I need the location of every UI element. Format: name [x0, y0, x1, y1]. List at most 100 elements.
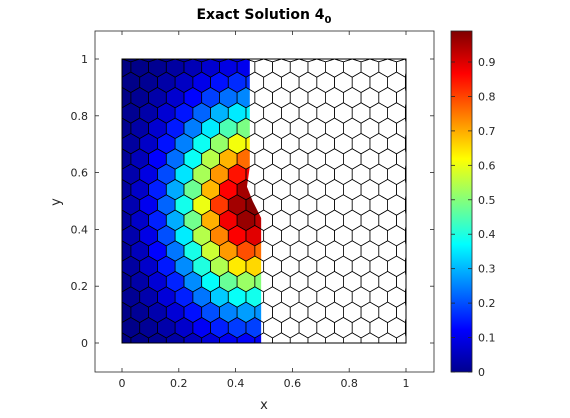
solution-cell: [201, 118, 220, 139]
solution-cell: [122, 332, 131, 343]
solution-cell: [175, 194, 193, 216]
solution-cell: [183, 210, 202, 231]
solution-cell: [175, 102, 193, 124]
solution-cell: [183, 148, 202, 170]
solution-cell: [148, 302, 167, 323]
solution-cell: [166, 271, 184, 292]
solution-cell: [122, 148, 131, 170]
y-tick-label: 0.2: [71, 280, 89, 293]
mesh-edges: [121, 58, 407, 344]
solution-cell: [122, 72, 140, 93]
y-tick-label: 0: [81, 337, 88, 350]
solution-cell: [219, 59, 238, 78]
solution-cell: [166, 179, 184, 200]
solution-cell: [228, 286, 246, 308]
solution-cell: [183, 87, 202, 108]
solution-cell: [245, 317, 262, 338]
solution-cell: [139, 194, 158, 216]
axes-box: [94, 30, 435, 373]
solution-cell: [201, 240, 220, 262]
solution-cell: [219, 302, 238, 323]
solution-cell: [210, 225, 229, 246]
y-axis-label: y: [49, 198, 64, 206]
solution-cell: [228, 102, 246, 124]
colorbar-tick-label: 0.7: [478, 125, 496, 138]
solution-cell: [219, 271, 238, 292]
solution-cell: [130, 179, 149, 200]
solution-cell: [201, 210, 220, 231]
solution-cell: [122, 59, 140, 62]
solution-cell: [219, 179, 238, 200]
colorbar-tick-label: 0.4: [478, 228, 496, 241]
solution-cell: [148, 240, 167, 262]
solution-cell: [139, 256, 158, 277]
solution-cell: [130, 87, 149, 108]
solution-cell: [122, 225, 140, 246]
solution-cell: [192, 225, 211, 246]
solution-cell: [122, 271, 131, 292]
solution-cell: [166, 148, 184, 170]
solution-cell: [254, 240, 262, 262]
solution-cell: [122, 164, 140, 185]
solution-cell: [254, 271, 262, 292]
colorbar-gradient: [450, 30, 473, 373]
solution-cell: [157, 225, 176, 246]
x-tick-label: 0.8: [340, 377, 358, 390]
solution-cell: [175, 72, 193, 93]
colorbar: 0 0.1 0.2 0.3 0.4 0.5 0.6 0.7 0.8 0.9: [450, 30, 496, 379]
solution-cell: [183, 59, 202, 78]
chart-title: Exact Solution 40: [196, 7, 331, 26]
solution-cell: [166, 59, 184, 78]
x-tick-label: 0.4: [227, 377, 245, 390]
solution-cell: [228, 133, 246, 154]
solution-cell: [148, 210, 167, 231]
solution-cell: [157, 286, 176, 308]
x-tick-label: 0.6: [284, 377, 302, 390]
solution-cell: [166, 118, 184, 139]
solution-cell: [237, 240, 255, 262]
y-tick-label: 0.6: [71, 167, 89, 180]
colorbar-tick-label: 0.1: [478, 332, 496, 345]
solution-cell: [237, 302, 255, 323]
solution-cell: [201, 302, 220, 323]
solution-cell: [183, 118, 202, 139]
solution-cell: [228, 59, 246, 62]
colorbar-tick-label: 0: [478, 366, 485, 379]
colorbar-tick-label: 0.9: [478, 56, 496, 69]
solution-cell: [183, 240, 202, 262]
solution-cell: [122, 179, 131, 200]
solution-cell: [148, 59, 167, 78]
solution-cell: [122, 102, 140, 124]
solution-cell: [148, 271, 167, 292]
colorbar-tick-label: 0.6: [478, 159, 496, 172]
solution-cell: [122, 133, 140, 154]
solution-cell: [237, 271, 255, 292]
solution-cell: [130, 148, 149, 170]
solution-cell: [228, 194, 246, 216]
solution-cell: [166, 302, 184, 323]
solution-cell: [237, 332, 255, 343]
solution-cell: [192, 72, 211, 93]
solution-cell: [139, 133, 158, 154]
solution-cell: [139, 59, 158, 62]
solution-cell: [201, 179, 220, 200]
solution-cell: [183, 302, 202, 323]
solution-cell: [254, 302, 262, 323]
solution-cell: [139, 317, 158, 338]
colorbar-tick-label: 0.3: [478, 263, 496, 276]
solution-cell: [166, 210, 184, 231]
solution-cell: [192, 102, 211, 124]
solution-cell: [192, 133, 211, 154]
solution-cell: [157, 133, 176, 154]
solution-cell: [175, 225, 193, 246]
solution-cell: [130, 59, 149, 78]
solution-cell: [201, 59, 220, 78]
solution-cell: [228, 225, 246, 246]
solution-cell: [122, 59, 131, 78]
solution-cell: [210, 256, 229, 277]
solution-cell: [122, 256, 140, 277]
solution-cell: [122, 87, 131, 108]
solution-cell: [130, 210, 149, 231]
y-tick-label: 1: [81, 53, 88, 66]
solution-cell: [157, 102, 176, 124]
